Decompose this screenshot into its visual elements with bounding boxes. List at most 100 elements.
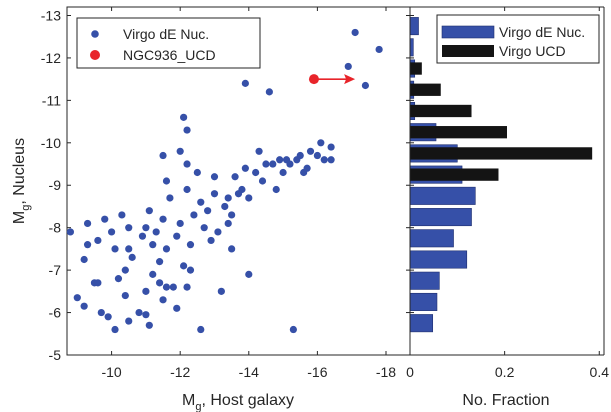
scatter-y-tick-label: -10 — [41, 135, 61, 151]
data-point-dwarf — [327, 143, 335, 151]
data-point-dwarf — [66, 228, 75, 236]
data-point-dwarf — [142, 287, 150, 295]
data-point-dwarf — [375, 45, 383, 54]
data-point-dwarf — [142, 224, 150, 232]
data-point-dwarf — [94, 236, 102, 245]
data-point-dwarf — [183, 126, 191, 134]
data-point-dwarf — [228, 211, 236, 219]
data-point-dwarf — [83, 219, 92, 228]
data-point-dwarf — [138, 232, 147, 240]
scatter-y-tick-label: -9 — [49, 177, 62, 193]
data-point-dwarf — [228, 245, 236, 253]
data-point-dwarf — [173, 232, 181, 240]
histogram-x-tick-label: 0 — [406, 364, 414, 380]
data-point-dwarf — [204, 207, 212, 215]
histogram-bar-dwarf — [409, 208, 472, 227]
data-point-dwarf — [162, 283, 171, 291]
data-point-dwarf — [94, 279, 102, 287]
data-point-dwarf — [80, 255, 88, 264]
data-point-dwarf — [111, 245, 119, 253]
ucd-arrow-head — [344, 74, 356, 85]
histogram-legend: Virgo dE Nuc. Virgo UCD — [436, 14, 600, 64]
data-point-dwarf — [101, 215, 109, 223]
data-point-dwarf — [207, 236, 215, 245]
data-point-dwarf — [265, 88, 273, 96]
scatter-y-tick-label: -8 — [49, 220, 62, 236]
data-point-dwarf — [272, 185, 280, 194]
scatter-x-tick-label: -12 — [170, 364, 190, 380]
data-point-dwarf — [142, 311, 150, 319]
scatter-x-tick-label: -16 — [307, 364, 327, 380]
data-point-dwarf — [197, 198, 205, 206]
data-point-dwarf — [176, 219, 184, 228]
data-point-dwarf — [306, 147, 315, 155]
data-point-dwarf — [111, 325, 119, 334]
scatter-legend: Virgo dE Nuc. NGC936_UCD — [76, 17, 261, 69]
data-point-dwarf — [180, 113, 188, 121]
data-point-dwarf — [162, 177, 171, 185]
data-point-dwarf — [245, 270, 253, 278]
data-point-dwarf — [186, 241, 195, 249]
histogram-panel: 0 0.2 0.4 No. Fraction Virgo dE Nuc. Virgo… — [406, 6, 609, 409]
data-point-dwarf — [241, 164, 249, 172]
data-point-dwarf — [286, 160, 294, 168]
data-point-dwarf — [183, 185, 191, 194]
data-point-dwarf — [145, 207, 153, 215]
histogram-bar-dwarf — [409, 229, 454, 248]
histogram-x-ticks: 0 0.2 0.4 — [406, 7, 609, 380]
data-point-dwarf — [186, 266, 195, 274]
data-point-dwarf — [128, 253, 136, 261]
data-point-dwarf — [121, 266, 129, 274]
scatter-x-tick-label: -14 — [239, 364, 259, 380]
data-point-dwarf — [176, 147, 184, 155]
data-point-dwarf — [214, 228, 222, 236]
histogram-bar-dwarf — [409, 186, 476, 205]
scatter-y-tick-label: -13 — [41, 7, 61, 23]
legend-marker-dwarf — [91, 30, 99, 38]
legend-swatch-dwarf — [441, 25, 495, 39]
histogram-bar-ucd — [410, 126, 507, 139]
data-point-dwarf — [166, 194, 174, 202]
data-point-dwarf — [221, 202, 229, 211]
histogram-bar-dwarf — [409, 314, 434, 333]
data-point-dwarf — [190, 211, 198, 219]
histogram-bar-ucd — [410, 104, 472, 118]
legend-marker-ucd — [90, 50, 100, 60]
data-point-dwarf — [152, 228, 160, 236]
histogram-bar-ucd — [410, 83, 441, 96]
data-point-dwarf — [252, 168, 260, 177]
data-point-dwarf — [159, 151, 167, 160]
data-point-dwarf — [303, 164, 311, 172]
data-point-dwarf — [262, 160, 270, 168]
scatter-x-axis-label: Mg, Host galaxy — [182, 392, 294, 412]
data-point-dwarf — [180, 262, 188, 270]
scatter-x-ticks: -10 -12 -14 -16 -18 — [101, 7, 396, 380]
data-point-dwarf — [173, 304, 181, 312]
legend-label-dwarf: Virgo dE Nuc. — [123, 26, 209, 42]
data-point-dwarf — [104, 313, 112, 321]
data-point-dwarf — [255, 147, 263, 155]
data-point-dwarf — [114, 275, 123, 283]
scatter-y-tick-label: -7 — [49, 262, 62, 278]
scatter-x-tick-label: -18 — [376, 364, 396, 380]
ucd-marker-group — [308, 74, 356, 85]
data-point-dwarf — [351, 28, 359, 37]
data-point-dwarf — [217, 287, 225, 295]
data-point-dwarf — [361, 81, 370, 90]
data-point-dwarf — [193, 168, 201, 177]
histogram-bar-dwarf — [409, 271, 440, 290]
data-point-dwarf — [107, 228, 116, 236]
data-point-dwarf — [156, 279, 164, 287]
data-point-dwarf — [317, 139, 325, 147]
data-point-dwarf — [320, 156, 328, 164]
data-point-dwarf — [313, 151, 321, 160]
scatter-points — [66, 28, 383, 334]
data-point-dwarf — [183, 160, 191, 168]
data-point-dwarf — [149, 241, 157, 249]
data-point-dwarf — [269, 160, 277, 168]
histogram-bar-dwarf — [409, 250, 468, 269]
data-point-dwarf — [327, 156, 335, 164]
legend-label-ucd: NGC936_UCD — [123, 47, 216, 63]
scatter-y-tick-label: -5 — [49, 347, 62, 363]
data-point-dwarf — [125, 317, 133, 325]
